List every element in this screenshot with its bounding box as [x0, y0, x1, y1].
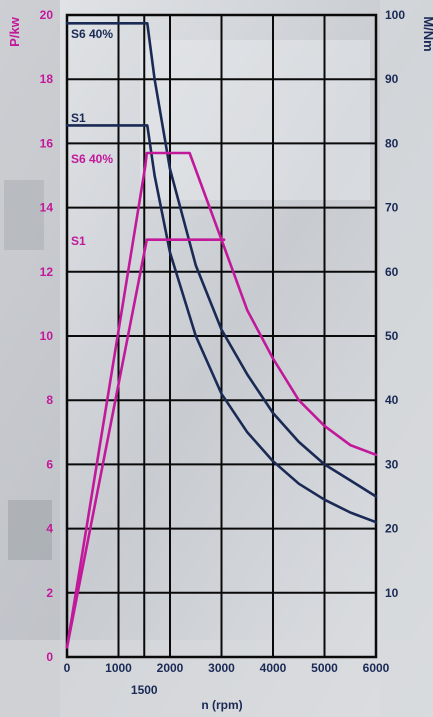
- y-left-tick-label: 8: [46, 393, 53, 407]
- grid: [65, 13, 378, 659]
- y-right-tick-label: 60: [385, 265, 399, 279]
- y-left-axis-title: P/kw: [7, 16, 22, 47]
- label-torque-s6: S6 40%: [71, 27, 113, 41]
- y-right-tick-label: 20: [385, 522, 399, 536]
- label-power-s1: S1: [71, 234, 86, 248]
- series-lines: [65, 21, 378, 649]
- y-right-axis-title: M/Nm: [421, 16, 433, 51]
- series-line-torque-1: [65, 124, 378, 524]
- series-line-power-2: [65, 151, 378, 649]
- y-right-tick-label: 50: [385, 329, 399, 343]
- label-torque-s1: S1: [71, 111, 86, 125]
- y-left-tick-label: 12: [40, 265, 54, 279]
- x-tick-label: 1000: [105, 661, 132, 675]
- y-right-tick-label: 70: [385, 201, 399, 215]
- y-left-tick-label: 6: [46, 457, 53, 471]
- x-tick-label: 5000: [311, 661, 338, 675]
- y-right-tick-label: 80: [385, 136, 399, 150]
- series-line-torque-0: [65, 21, 378, 498]
- y-left-tick-label: 2: [46, 586, 53, 600]
- y-left-tick-label: 10: [40, 329, 54, 343]
- y-right-tick-label: 30: [385, 457, 399, 471]
- y-right-tick-label: 40: [385, 393, 399, 407]
- y-left-tick-label: 14: [40, 201, 54, 215]
- x-axis-title: n (rpm): [201, 698, 242, 712]
- x-tick-label: 6000: [363, 661, 390, 675]
- plot-frame: [65, 13, 378, 659]
- y-left-tick-label: 4: [46, 522, 53, 536]
- y-left-tick-label: 16: [40, 136, 54, 150]
- series-line-power-3: [65, 238, 226, 649]
- label-power-s6: S6 40%: [71, 152, 113, 166]
- x-tick-label-extra: 1500: [131, 683, 158, 697]
- x-tick-label: 4000: [260, 661, 287, 675]
- y-right-tick-label: 90: [385, 72, 399, 86]
- y-right-tick-label: 10: [385, 586, 399, 600]
- y-left-tick-label: 18: [40, 72, 54, 86]
- y-left-tick-label: 20: [40, 8, 54, 22]
- x-tick-label: 0: [64, 661, 71, 675]
- y-left-tick-label: 0: [46, 650, 53, 664]
- y-right-tick-label: 100: [385, 8, 405, 22]
- x-tick-label: 2000: [157, 661, 184, 675]
- x-tick-label: 3000: [208, 661, 235, 675]
